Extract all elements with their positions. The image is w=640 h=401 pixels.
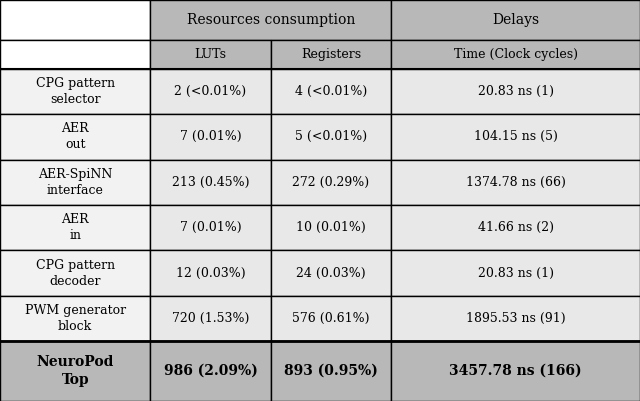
Text: 5 (<0.01%): 5 (<0.01%) — [295, 130, 367, 144]
Bar — [391, 40, 640, 69]
Bar — [391, 250, 640, 296]
Text: NeuroPod
Top: NeuroPod Top — [36, 355, 114, 387]
Bar — [150, 296, 271, 341]
Bar — [271, 341, 391, 401]
Bar — [150, 205, 271, 250]
Bar — [271, 40, 391, 69]
Bar — [391, 205, 640, 250]
Bar — [0, 0, 150, 40]
Text: 10 (0.01%): 10 (0.01%) — [296, 221, 365, 234]
Text: 104.15 ns (5): 104.15 ns (5) — [474, 130, 557, 144]
Bar — [391, 114, 640, 160]
Bar — [271, 205, 391, 250]
Text: AER
in: AER in — [61, 213, 89, 242]
Bar — [271, 296, 391, 341]
Text: 7 (0.01%): 7 (0.01%) — [180, 130, 241, 144]
Bar — [391, 341, 640, 401]
Bar — [0, 205, 150, 250]
Bar — [391, 0, 640, 40]
Text: 20.83 ns (1): 20.83 ns (1) — [477, 85, 554, 98]
Bar — [0, 341, 150, 401]
Bar — [271, 250, 391, 296]
Text: Resources consumption: Resources consumption — [186, 13, 355, 27]
Bar — [0, 160, 150, 205]
Text: 1374.78 ns (66): 1374.78 ns (66) — [465, 176, 566, 189]
Text: CPG pattern
decoder: CPG pattern decoder — [36, 259, 115, 288]
Bar — [0, 296, 150, 341]
Bar — [391, 296, 640, 341]
Text: 2 (<0.01%): 2 (<0.01%) — [175, 85, 246, 98]
Text: Delays: Delays — [492, 13, 539, 27]
Text: 41.66 ns (2): 41.66 ns (2) — [477, 221, 554, 234]
Text: 213 (0.45%): 213 (0.45%) — [172, 176, 250, 189]
Bar — [0, 40, 150, 69]
Text: 893 (0.95%): 893 (0.95%) — [284, 364, 378, 378]
Text: 1895.53 ns (91): 1895.53 ns (91) — [466, 312, 565, 325]
Bar — [0, 250, 150, 296]
Text: Registers: Registers — [301, 48, 361, 61]
Bar — [391, 160, 640, 205]
Text: Time (Clock cycles): Time (Clock cycles) — [454, 48, 577, 61]
Text: 4 (<0.01%): 4 (<0.01%) — [295, 85, 367, 98]
Text: 576 (0.61%): 576 (0.61%) — [292, 312, 370, 325]
Bar — [150, 0, 391, 40]
Text: 24 (0.03%): 24 (0.03%) — [296, 267, 365, 279]
Text: CPG pattern
selector: CPG pattern selector — [36, 77, 115, 106]
Text: 12 (0.03%): 12 (0.03%) — [176, 267, 245, 279]
Bar — [0, 114, 150, 160]
Bar — [150, 40, 271, 69]
Text: 272 (0.29%): 272 (0.29%) — [292, 176, 369, 189]
Bar — [271, 69, 391, 114]
Bar — [150, 69, 271, 114]
Text: 986 (2.09%): 986 (2.09%) — [164, 364, 257, 378]
Text: 3457.78 ns (166): 3457.78 ns (166) — [449, 364, 582, 378]
Text: LUTs: LUTs — [195, 48, 227, 61]
Text: 20.83 ns (1): 20.83 ns (1) — [477, 267, 554, 279]
Text: AER
out: AER out — [61, 122, 89, 152]
Text: AER-SpiNN
interface: AER-SpiNN interface — [38, 168, 113, 197]
Bar — [271, 160, 391, 205]
Text: 720 (1.53%): 720 (1.53%) — [172, 312, 249, 325]
Bar — [150, 250, 271, 296]
Bar — [150, 114, 271, 160]
Bar — [150, 160, 271, 205]
Text: 7 (0.01%): 7 (0.01%) — [180, 221, 241, 234]
Bar — [391, 69, 640, 114]
Bar — [0, 69, 150, 114]
Bar — [150, 341, 271, 401]
Bar — [271, 114, 391, 160]
Text: PWM generator
block: PWM generator block — [24, 304, 126, 333]
